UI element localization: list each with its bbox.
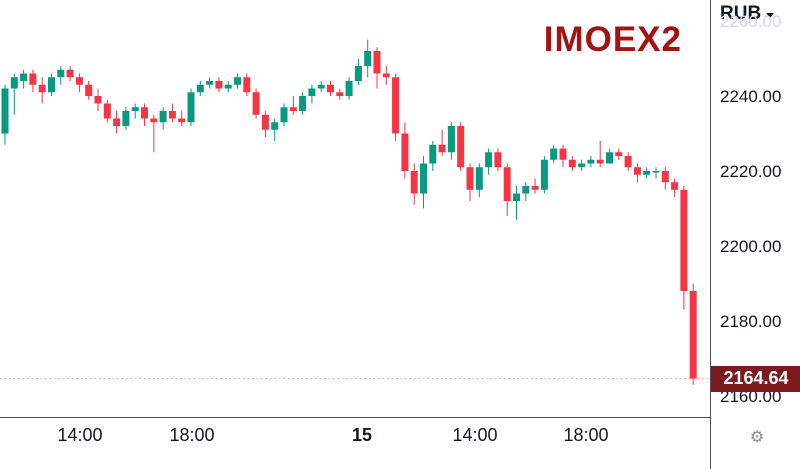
candle <box>159 107 167 130</box>
price-axis-label: 2180.00 <box>720 312 782 331</box>
price-axis-label: 2220.00 <box>720 162 782 181</box>
candle <box>196 81 204 96</box>
candle <box>345 77 353 100</box>
candle <box>401 122 409 179</box>
time-axis-label: 15 <box>351 425 373 445</box>
price-axis-label: 2240.00 <box>720 87 782 106</box>
symbol-watermark: IMOEX2 <box>543 20 682 59</box>
chart-pane[interactable]: IMOEX2 <box>0 0 710 417</box>
candle <box>85 81 93 100</box>
candle <box>438 129 446 156</box>
candle <box>57 66 65 85</box>
candle <box>457 122 465 171</box>
candle <box>224 81 232 93</box>
candle <box>420 156 427 209</box>
candle <box>261 111 269 138</box>
candle <box>503 163 511 216</box>
candle <box>103 99 111 123</box>
time-axis[interactable]: 14:00 18:00 15 14:00 18:00 <box>0 417 711 469</box>
candle <box>633 163 641 183</box>
candle <box>615 148 623 160</box>
gear-icon: ⚙ <box>749 429 765 446</box>
candle <box>141 103 148 126</box>
candle <box>215 77 223 93</box>
price-axis[interactable]: RUB 2164.64 2260.00 2240.00 2220.00 2200.00… <box>710 0 800 417</box>
candle <box>243 73 251 96</box>
candle <box>559 144 567 168</box>
candle <box>206 77 214 89</box>
candle <box>66 66 74 81</box>
time-axis-label: 18:00 <box>169 425 215 445</box>
candle <box>364 39 372 78</box>
candle <box>689 283 697 385</box>
candle <box>606 148 613 164</box>
candle <box>299 92 307 115</box>
candle <box>29 69 37 93</box>
candle <box>680 186 688 310</box>
candle <box>271 118 279 141</box>
candle <box>540 156 548 194</box>
candle <box>168 103 176 123</box>
candle <box>327 81 334 96</box>
candle <box>587 156 595 168</box>
candle <box>113 111 121 134</box>
candle <box>317 81 325 93</box>
candle <box>466 163 474 201</box>
candlestick-chart[interactable] <box>0 0 710 417</box>
candle <box>596 141 604 168</box>
candle <box>280 103 288 126</box>
candle <box>429 141 437 171</box>
time-axis-label: 14:00 <box>452 425 498 445</box>
candle <box>475 163 483 198</box>
candle <box>643 167 651 179</box>
settings-button[interactable]: ⚙ <box>745 425 769 449</box>
axis-corner: ⚙ <box>710 417 800 469</box>
candle <box>289 96 297 115</box>
price-axis-label: 2260.00 <box>720 12 782 31</box>
candle <box>122 107 130 130</box>
candle <box>354 58 362 85</box>
price-axis-label: 2200.00 <box>720 237 782 256</box>
candle <box>131 103 139 119</box>
candle <box>252 88 260 119</box>
candle <box>187 88 195 126</box>
time-axis-label: 14:00 <box>57 425 103 445</box>
candle <box>10 73 18 115</box>
candle <box>485 148 493 175</box>
candle <box>75 73 83 93</box>
candle <box>578 159 586 171</box>
currency-dropdown[interactable]: RUB <box>720 3 775 25</box>
candle <box>1 84 9 145</box>
candle <box>494 148 502 171</box>
currency-label: RUB <box>720 3 762 24</box>
time-axis-label: 18:00 <box>563 425 609 445</box>
candle <box>410 163 418 205</box>
candle <box>38 77 46 104</box>
candle <box>652 167 660 179</box>
candle <box>178 111 186 126</box>
candle <box>336 88 344 100</box>
candle <box>48 73 55 96</box>
candle <box>661 167 669 190</box>
candle <box>671 178 679 198</box>
candle <box>513 186 520 220</box>
candle <box>308 84 316 104</box>
candle <box>531 178 539 194</box>
candle <box>94 88 102 111</box>
candle <box>234 73 241 89</box>
last-price-badge: 2164.64 <box>711 365 800 392</box>
candle <box>522 182 530 201</box>
candle <box>373 47 381 89</box>
price-axis-label: 2160.00 <box>720 387 782 406</box>
candle <box>568 156 576 171</box>
candle <box>624 152 632 171</box>
candle <box>150 114 158 153</box>
candle <box>447 122 455 160</box>
candle <box>20 69 28 89</box>
candle <box>382 66 390 85</box>
chevron-down-icon <box>766 13 775 18</box>
candle <box>550 144 558 164</box>
candle <box>392 73 400 141</box>
